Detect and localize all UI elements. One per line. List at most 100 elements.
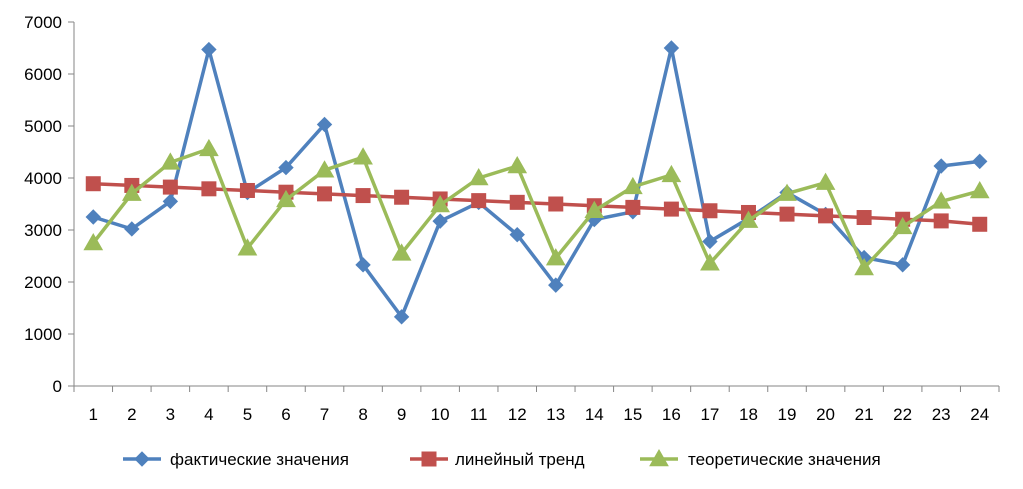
data-point-diamond: [201, 41, 217, 58]
x-tick-label: 21: [855, 405, 874, 424]
legend-marker-square: [421, 451, 437, 467]
legend: фактические значения линейный тренд теорет…: [123, 448, 881, 469]
data-point-diamond: [894, 257, 911, 273]
x-tick-label: 22: [893, 405, 912, 424]
data-point-triangle: [121, 183, 142, 201]
data-point-diamond: [933, 158, 949, 174]
data-point-triangle: [815, 172, 836, 190]
data-point-diamond: [162, 193, 179, 210]
data-point-square: [933, 213, 949, 229]
data-point-square: [702, 203, 718, 219]
x-tick-label: 1: [89, 405, 98, 424]
data-point-triangle: [391, 243, 412, 261]
data-point-diamond: [432, 213, 448, 229]
x-tick-label: 2: [127, 405, 136, 424]
x-tick-label: 6: [281, 405, 290, 424]
x-tick-label: 20: [816, 405, 835, 424]
data-point-triangle: [622, 176, 643, 195]
data-point-square: [394, 189, 410, 205]
data-point-triangle: [314, 160, 335, 178]
data-point-triangle: [237, 238, 258, 256]
data-point-triangle: [661, 164, 682, 183]
data-point-triangle: [276, 189, 296, 208]
x-tick-label: 9: [397, 405, 406, 424]
legend-label: линейный тренд: [455, 450, 585, 469]
x-tick-label: 23: [932, 405, 951, 424]
series-2: [85, 176, 988, 232]
x-tick-label: 24: [970, 405, 989, 424]
y-tick-label: 4000: [24, 169, 62, 188]
x-tick-label: 5: [243, 405, 252, 424]
x-tick-label: 18: [739, 405, 758, 424]
data-point-diamond: [85, 209, 101, 225]
data-point-diamond: [972, 153, 988, 170]
data-point-square: [779, 206, 795, 222]
data-point-triangle: [507, 156, 528, 174]
data-point-diamond: [509, 226, 525, 243]
legend-item: теоретические значения: [640, 448, 881, 469]
y-tick-label: 3000: [24, 221, 62, 240]
data-point-square: [856, 210, 872, 226]
y-tick-label: 0: [53, 377, 62, 396]
x-tick-label: 3: [166, 405, 175, 424]
data-point-triangle: [199, 138, 219, 157]
x-tick-label: 11: [470, 405, 488, 424]
data-point-diamond: [355, 257, 371, 273]
y-tick-label: 2000: [24, 273, 62, 292]
data-point-square: [239, 182, 255, 198]
data-point-triangle: [468, 167, 489, 186]
data-point-square: [548, 196, 564, 212]
x-tick-label: 4: [204, 405, 213, 424]
data-point-diamond: [663, 40, 680, 56]
data-point-triangle: [584, 200, 605, 219]
x-tick-label: 10: [431, 405, 450, 424]
x-tick-label: 17: [700, 405, 719, 424]
data-point-diamond: [548, 277, 564, 293]
data-point-triangle: [931, 191, 952, 209]
data-point-square: [317, 186, 333, 202]
y-tick-label: 7000: [24, 13, 62, 32]
data-point-square: [471, 193, 487, 209]
data-point-triangle: [83, 232, 104, 251]
data-point-square: [818, 208, 834, 224]
data-point-square: [663, 201, 679, 217]
legend-label: теоретические значения: [688, 450, 881, 469]
series-line: [91, 147, 981, 270]
data-point-triangle: [854, 257, 874, 276]
x-tick-label: 7: [320, 405, 329, 424]
data-point-square: [85, 176, 101, 192]
data-point-triangle: [777, 183, 797, 201]
series-3: [83, 138, 990, 276]
data-point-triangle: [353, 147, 373, 165]
data-point-triangle: [545, 248, 566, 266]
data-point-triangle: [160, 152, 181, 170]
legend-item: линейный тренд: [410, 450, 585, 469]
legend-item: фактические значения: [123, 450, 349, 469]
legend-marker-diamond: [134, 451, 150, 467]
y-tick-label: 1000: [24, 325, 62, 344]
y-tick-label: 6000: [24, 65, 62, 84]
data-point-square: [355, 188, 371, 204]
data-point-diamond: [393, 309, 410, 325]
data-point-triangle: [738, 210, 759, 228]
x-tick-label: 12: [508, 405, 527, 424]
series-line: [92, 46, 980, 319]
data-point-triangle: [969, 180, 990, 199]
data-point-square: [972, 216, 988, 232]
x-tick-label: 8: [358, 405, 367, 424]
x-tick-label: 13: [546, 405, 565, 424]
data-point-square: [625, 199, 641, 215]
data-point-diamond: [278, 159, 294, 176]
data-point-diamond: [316, 116, 333, 133]
legend-label: фактические значения: [170, 450, 349, 469]
legend-marker-triangle: [649, 448, 669, 467]
data-point-triangle: [892, 216, 913, 235]
data-point-diamond: [124, 221, 140, 237]
data-point-square: [162, 179, 178, 195]
x-tick-label: 15: [623, 405, 642, 424]
x-tick-label: 14: [585, 405, 604, 424]
x-tick-label: 19: [778, 405, 797, 424]
data-point-diamond: [702, 233, 718, 250]
data-point-square: [201, 181, 217, 197]
